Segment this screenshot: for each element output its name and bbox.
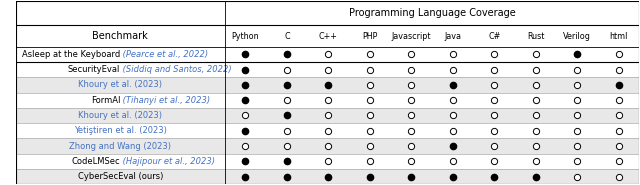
Text: (Hajipour et al., 2023): (Hajipour et al., 2023) — [120, 157, 215, 166]
Bar — [16, 123, 639, 138]
Text: Zhong and Wang (2023): Zhong and Wang (2023) — [69, 142, 172, 151]
Text: C#: C# — [488, 31, 500, 41]
Text: C: C — [284, 31, 290, 41]
Text: (Siddiq and Santos, 2022): (Siddiq and Santos, 2022) — [120, 65, 232, 74]
Text: Programming Language Coverage: Programming Language Coverage — [349, 8, 515, 18]
Text: Java: Java — [444, 31, 461, 41]
Text: (Tihanyi et al., 2023): (Tihanyi et al., 2023) — [120, 96, 211, 105]
Text: Python: Python — [232, 31, 259, 41]
Text: CyberSecEval (ours): CyberSecEval (ours) — [77, 172, 163, 181]
Text: Asleep at the Keyboard: Asleep at the Keyboard — [22, 50, 120, 59]
Bar — [16, 108, 639, 123]
Text: Khoury et al. (2023): Khoury et al. (2023) — [78, 111, 163, 120]
Bar — [16, 92, 639, 108]
Text: Yetiştiren et al. (2023): Yetiştiren et al. (2023) — [74, 126, 167, 135]
Text: C++: C++ — [319, 31, 338, 41]
Bar — [16, 1, 639, 47]
Text: Benchmark: Benchmark — [92, 31, 148, 41]
Bar — [16, 62, 639, 77]
Text: Javascript: Javascript — [392, 31, 431, 41]
Bar — [16, 138, 639, 154]
Text: Verilog: Verilog — [563, 31, 591, 41]
Text: html: html — [609, 31, 628, 41]
Text: Rust: Rust — [527, 31, 545, 41]
Text: FormAI: FormAI — [91, 96, 120, 105]
Text: CodeLMSec: CodeLMSec — [72, 157, 120, 166]
Text: SecurityEval: SecurityEval — [68, 65, 120, 74]
Text: Khoury et al. (2023): Khoury et al. (2023) — [78, 80, 163, 89]
Text: PHP: PHP — [362, 31, 378, 41]
Bar — [16, 169, 639, 184]
Text: (Pearce et al., 2022): (Pearce et al., 2022) — [120, 50, 209, 59]
Bar — [16, 77, 639, 92]
Bar — [16, 154, 639, 169]
